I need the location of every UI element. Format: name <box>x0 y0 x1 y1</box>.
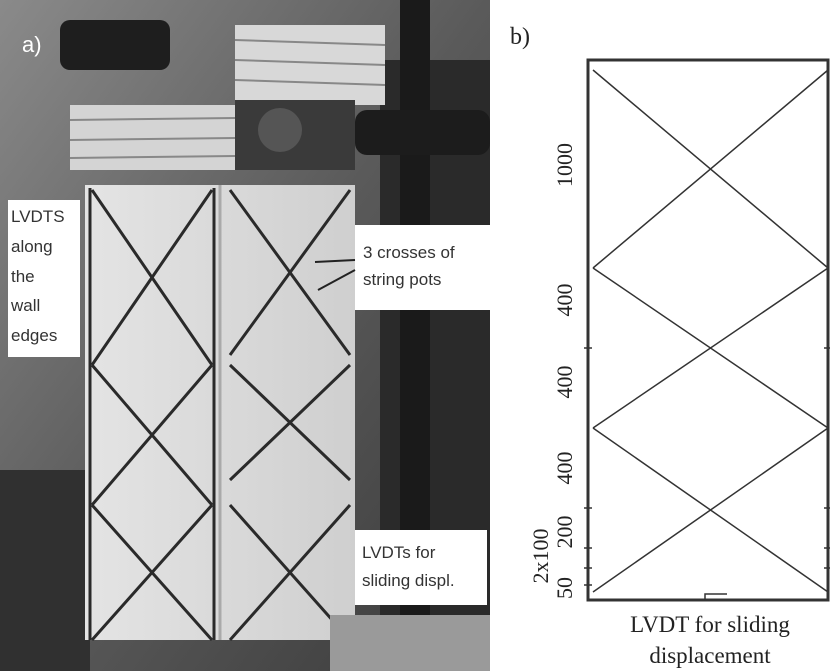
dimension-label: 400 <box>552 366 577 399</box>
annotation-text: sliding displ. <box>362 571 455 590</box>
panel-label: b) <box>510 24 530 50</box>
caption: LVDT for sliding <box>630 612 790 637</box>
annotation-box: LVDTS along the wall edges <box>8 200 80 357</box>
diagram <box>584 60 830 600</box>
panel-label: a) <box>22 32 42 57</box>
annotation-text: wall <box>10 296 40 315</box>
figure: a) LVDTS along the wall edges 3 crosses … <box>0 0 830 671</box>
annotation-text: LVDTS <box>11 207 65 226</box>
dimension-label: 400 <box>552 452 577 485</box>
annotation-box: LVDTs for sliding displ. <box>355 530 487 605</box>
dimension-label: 400 <box>552 284 577 317</box>
annotation-text: the <box>11 267 35 286</box>
annotation-text: LVDTs for <box>362 543 436 562</box>
caption: displacement <box>649 643 771 668</box>
annotation-text: along <box>11 237 53 256</box>
annotation-text: string pots <box>363 270 441 289</box>
annotation-text: edges <box>11 326 57 345</box>
dimension-label: 50 <box>552 577 577 599</box>
dimension-label: 2x100 <box>528 529 553 584</box>
dimension-label: 1000 <box>552 143 577 187</box>
dimension-label: 200 <box>552 516 577 549</box>
annotation-text: 3 crosses of <box>363 243 455 262</box>
